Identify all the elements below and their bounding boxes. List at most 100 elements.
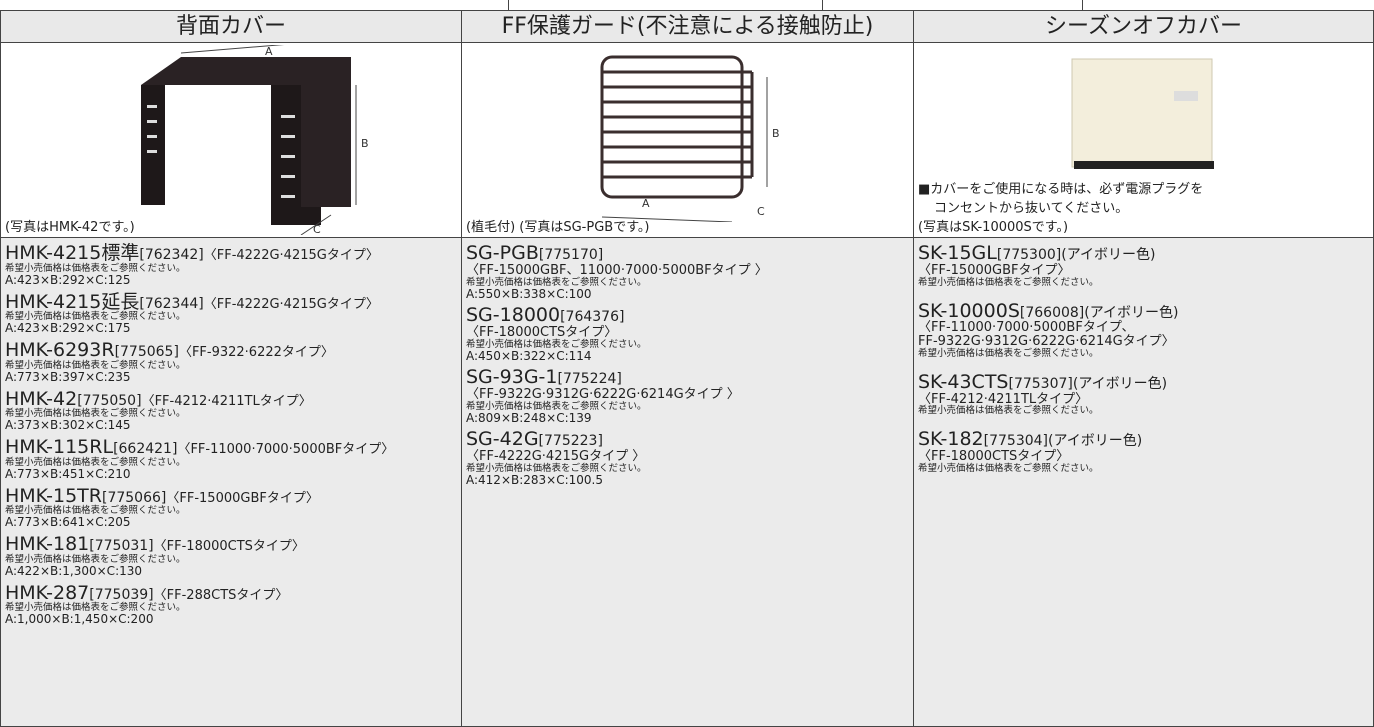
model: HMK-15TR bbox=[5, 484, 102, 507]
model: HMK-4215延長 bbox=[5, 290, 140, 313]
code: [775224] bbox=[557, 371, 622, 388]
list: SG-PGB[775170] 〈FF-15000GBF、11000·7000·50… bbox=[461, 237, 914, 727]
code: [766008](アイボリー色) bbox=[1019, 304, 1179, 321]
dims: A:373×B:302×C:145 bbox=[5, 418, 131, 433]
code: [662421] bbox=[113, 441, 178, 457]
code: [775066] bbox=[102, 489, 167, 506]
dims: A:423×B:292×C:175 bbox=[5, 321, 131, 336]
note: 希望小売価格は価格表をご参照ください。 bbox=[5, 311, 186, 323]
dim-label: C bbox=[757, 205, 765, 218]
dim-label: A bbox=[642, 197, 650, 210]
type: 〈FF-4212·4211TLタイプ〉 bbox=[918, 391, 1089, 407]
cover-image bbox=[1071, 58, 1214, 169]
model: SG-93G-1 bbox=[466, 366, 558, 389]
note: 希望小売価格は価格表をご参照ください。 bbox=[466, 276, 647, 288]
image-cell: ■カバーをご使用になる時は、必ず電源プラグを コンセントから抜いてください。 (… bbox=[913, 42, 1374, 238]
type: 〈FF-4222G·4215Gタイプ 〉 bbox=[466, 449, 646, 465]
note: 希望小売価格は価格表をご参照ください。 bbox=[5, 359, 186, 371]
code: [764376] bbox=[560, 309, 625, 326]
note: 希望小売価格は価格表をご参照ください。 bbox=[466, 400, 647, 412]
type: 〈FF-15000GBF、11000·7000·5000BFタイプ 〉 bbox=[466, 262, 768, 278]
note: 希望小売価格は価格表をご参照ください。 bbox=[5, 553, 186, 565]
dims: A:423×B:292×C:125 bbox=[5, 272, 131, 287]
dim-label: C bbox=[313, 223, 321, 235]
type: 〈FF-18000CTSタイプ〉 bbox=[466, 325, 618, 341]
product: HMK-287[775039]〈FF-288CTSタイプ〉 希望小売価格は価格表を… bbox=[5, 583, 461, 627]
product: SG-18000[764376] 〈FF-18000CTSタイプ〉 希望小売価格は価… bbox=[466, 304, 913, 363]
dims: A:550×B:338×C:100 bbox=[466, 286, 592, 301]
guard-image: B A C bbox=[600, 55, 780, 222]
model: SK-15GL bbox=[918, 242, 997, 264]
notice: ■カバーをご使用になる時は、必ず電源プラグを bbox=[918, 182, 1204, 197]
code: [775300](アイボリー色) bbox=[996, 247, 1156, 263]
header: シーズンオフカバー bbox=[913, 10, 1374, 43]
code: [775307](アイボリー色) bbox=[1008, 375, 1168, 392]
code: [762342] bbox=[139, 247, 204, 263]
model: SK-182 bbox=[918, 428, 984, 451]
dims: A:412×B:283×C:100.5 bbox=[466, 472, 604, 487]
dim-label: B bbox=[772, 127, 780, 140]
model: HMK-42 bbox=[5, 387, 78, 410]
notice: コンセントから抜いてください。 bbox=[934, 201, 1129, 216]
type: 〈FF-4212·4211TLタイプ〉 bbox=[141, 393, 312, 409]
caption: (写真はSK-10000Sです。) bbox=[918, 220, 1069, 235]
product: SG-PGB[775170] 〈FF-15000GBF、11000·7000·50… bbox=[466, 243, 913, 301]
product: HMK-115RL[662421]〈FF-11000·7000·5000BFタイ… bbox=[5, 436, 461, 481]
type: 〈FF-9322G·9312G·6222G·6214Gタイプ 〉 bbox=[466, 387, 740, 403]
caption: (植毛付) (写真はSG-PGBです。) bbox=[466, 220, 650, 235]
code: [775170] bbox=[538, 247, 604, 263]
model: HMK-4215標準 bbox=[5, 242, 140, 264]
code: [775065] bbox=[114, 344, 179, 360]
product: SK-182[775304](アイボリー色) 〈FF-18000CTSタイプ〉 希望… bbox=[918, 428, 1373, 474]
product: SK-43CTS[775307](アイボリー色) 〈FF-4212·4211TLタ… bbox=[918, 372, 1373, 417]
product: HMK-4215標準[762342]〈FF-4222G·4215Gタイプ〉希望小… bbox=[5, 242, 461, 287]
product: HMK-42[775050]〈FF-4212·4211TLタイプ〉 希望小売価格は… bbox=[5, 387, 461, 433]
product: HMK-15TR[775066]〈FF-15000GBFタイプ〉 希望小売価格は価… bbox=[5, 484, 461, 530]
type: 〈FF-4222G·4215Gタイプ〉 bbox=[203, 296, 379, 312]
product: SK-15GL[775300](アイボリー色) 〈FF-15000GBFタイプ〉希… bbox=[918, 242, 1373, 288]
dims: A:450×B:322×C:114 bbox=[466, 348, 592, 363]
product: HMK-181[775031]〈FF-18000CTSタイプ〉 希望小売価格は価格… bbox=[5, 534, 461, 578]
product: SG-42G[775223] 〈FF-4222G·4215Gタイプ 〉希望小売価格… bbox=[466, 428, 913, 487]
model: SG-18000 bbox=[466, 304, 561, 327]
type: 〈FF-15000GBFタイプ〉 bbox=[166, 490, 319, 506]
caption: (写真はHMK-42です。) bbox=[5, 220, 135, 235]
dims: A:809×B:248×C:139 bbox=[466, 410, 592, 425]
model: SG-42G bbox=[466, 428, 539, 451]
dim-label: B bbox=[361, 137, 369, 150]
dims: A:773×B:451×C:210 bbox=[5, 466, 131, 481]
dims: A:773×B:641×C:205 bbox=[5, 515, 131, 530]
list: HMK-4215標準[762342]〈FF-4222G·4215Gタイプ〉 希望小… bbox=[0, 237, 462, 727]
code: [775304](アイボリー色) bbox=[983, 433, 1143, 450]
dims: A:1,000×B:1,450×C:200 bbox=[5, 612, 154, 627]
list: SK-15GL[775300](アイボリー色) 〈FF-15000GBFタイプ〉希… bbox=[913, 237, 1374, 727]
cover-image: A B C bbox=[141, 45, 369, 235]
note: 希望小売価格は価格表をご参照ください。 bbox=[5, 505, 186, 517]
note: 希望小売価格は価格表をご参照ください。 bbox=[918, 405, 1099, 417]
type: 〈FF-11000·7000·5000BFタイプ、 bbox=[918, 320, 1135, 336]
header: FF保護ガード(不注意による接触防止) bbox=[461, 10, 914, 43]
type: 〈FF-15000GBFタイプ〉 bbox=[918, 262, 1071, 278]
note: 希望小売価格は価格表をご参照ください。 bbox=[466, 463, 647, 474]
note: 希望小売価格は価格表をご参照ください。 bbox=[5, 262, 186, 274]
dims: A:422×B:1,300×C:130 bbox=[5, 563, 143, 578]
type: 〈FF-9322·6222タイプ〉 bbox=[178, 345, 334, 360]
product: SG-93G-1[775224] 〈FF-9322G·9312G·6222G·62… bbox=[466, 366, 913, 425]
model: HMK-115RL bbox=[5, 436, 114, 458]
product: HMK-6293R[775065]〈FF-9322·6222タイプ〉 希望小売価格… bbox=[5, 339, 461, 384]
product: HMK-4215延長[762344]〈FF-4222G·4215Gタイプ〉希望小… bbox=[5, 290, 461, 336]
type: FF-9322G·9312G·6222G·6214Gタイプ〉 bbox=[918, 334, 1175, 350]
note: 希望小売価格は価格表をご参照ください。 bbox=[918, 276, 1099, 288]
model: HMK-6293R bbox=[5, 339, 115, 361]
code: [775039] bbox=[89, 586, 154, 603]
caption-block: ■カバーをご使用になる時は、必ず電源プラグを コンセントから抜いてください。 (… bbox=[918, 178, 1203, 235]
type: 〈FF-4222G·4215Gタイプ〉 bbox=[203, 248, 379, 263]
product: SK-10000S[766008](アイボリー色) 〈FF-11000·7000·… bbox=[918, 301, 1373, 359]
note: 希望小売価格は価格表をご参照ください。 bbox=[5, 602, 186, 614]
note: 希望小売価格は価格表をご参照ください。 bbox=[466, 338, 647, 350]
image-cell: A B C (写真はHMK-42です。) bbox=[0, 42, 462, 238]
type: 〈FF-288CTSタイプ〉 bbox=[153, 587, 289, 603]
type: 〈FF-18000CTSタイプ〉 bbox=[153, 539, 305, 554]
code: [762344] bbox=[139, 295, 204, 312]
